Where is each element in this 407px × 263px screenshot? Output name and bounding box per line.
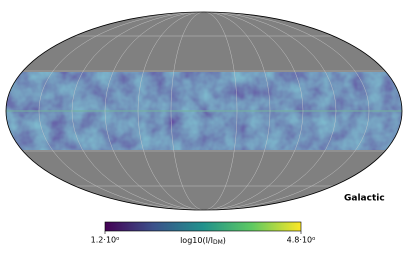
- coordinate-label: Galactic: [344, 194, 385, 204]
- colorbar-label: log10(I/IDM): [180, 236, 226, 246]
- colorbar-tick-label: 1.2·10⁰: [91, 236, 120, 245]
- label-sub: DM: [213, 239, 223, 246]
- map-border: [5, 11, 403, 211]
- colorbar-tick-label: 4.8·10⁰: [287, 236, 316, 245]
- label-end: ): [223, 236, 226, 245]
- label-main: log10(I/I: [180, 236, 213, 245]
- colorbar: [104, 221, 302, 232]
